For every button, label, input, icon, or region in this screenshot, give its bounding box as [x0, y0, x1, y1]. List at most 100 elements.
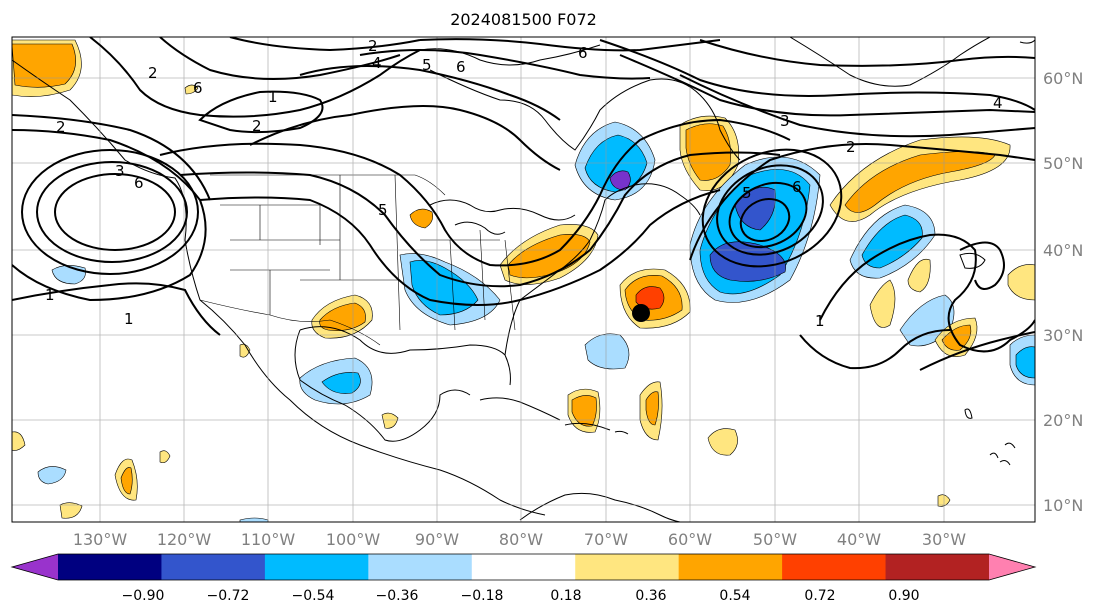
colorbar-extend-low: [12, 554, 58, 580]
contour-label: 6: [456, 58, 466, 76]
contour-line: [679, 74, 1035, 138]
contour-lines: [12, 37, 1035, 371]
lon-label: 60°W: [668, 530, 712, 549]
contour-label: 4: [993, 94, 1003, 112]
contour-line: [359, 49, 651, 80]
contour-line: [699, 39, 1035, 67]
contour-label: 3: [780, 112, 790, 130]
anomaly-patch: [409, 208, 433, 229]
contour-line: [419, 38, 721, 52]
map-frame: [11, 36, 1036, 523]
lat-label: 10°N: [1043, 496, 1083, 515]
colorbar-tick-label: 0.18: [550, 588, 581, 604]
anomaly-patch: [869, 279, 896, 328]
lon-label: 90°W: [415, 530, 459, 549]
lon-label: 100°W: [326, 530, 381, 549]
anomaly-patch: [941, 324, 972, 351]
colorbar-tick-label: −0.72: [207, 588, 250, 604]
longitude-labels: 130°W 120°W 110°W 100°W 90°W 80°W 70°W 6…: [73, 530, 966, 549]
contour-line: [12, 114, 211, 201]
contour-label: 5: [742, 184, 752, 202]
graticule: [12, 37, 1035, 522]
contour-line: [299, 65, 561, 121]
contour-line: [701, 148, 843, 268]
colorbar-segment: [368, 554, 473, 580]
lat-label: 20°N: [1043, 411, 1083, 430]
colorbar-tick-label: 0.90: [888, 588, 919, 604]
contour-line: [198, 90, 324, 134]
lon-label: 40°W: [837, 530, 881, 549]
political-borders: [199, 174, 516, 346]
contour-line: [12, 282, 221, 336]
colorbar-tick-label: −0.18: [461, 588, 504, 604]
contour-line: [819, 233, 1035, 353]
contour-label: 5: [422, 56, 432, 74]
colorbar-tick-label: −0.54: [292, 588, 335, 604]
contour-line: [739, 198, 791, 242]
anomaly-patch: [1007, 264, 1035, 301]
anomaly-patch: [707, 428, 738, 456]
contour-line: [799, 329, 951, 370]
anomaly-patch: [159, 450, 171, 464]
anomaly-patch: [12, 431, 26, 451]
colorbar-segment: [782, 554, 887, 580]
contour-label: 6: [134, 174, 144, 192]
lon-label: 30°W: [922, 530, 966, 549]
coastlines: [12, 37, 1035, 522]
contour-labels: 2 4 5 6 6 6 1 2 2 3 5 6 6 5 1 1 1 2 3 4 …: [45, 37, 1003, 330]
contour-line: [249, 105, 561, 171]
contour-line: [159, 37, 401, 80]
contour-line: [728, 181, 808, 249]
contour-line: [89, 37, 421, 118]
anomaly-patch: [319, 302, 366, 331]
colorbar-segment: [264, 554, 369, 580]
anomaly-patch: [239, 343, 251, 358]
anomaly-patch: [381, 412, 399, 429]
contour-line: [229, 37, 421, 52]
map-title: 2024081500 F072: [450, 10, 597, 29]
lat-label: 60°N: [1043, 69, 1083, 88]
lat-label: 30°N: [1043, 326, 1083, 345]
colorbar-segment: [161, 554, 266, 580]
anomaly-patch: [409, 260, 479, 316]
contour-label: 2: [56, 118, 66, 136]
lon-label: 130°W: [73, 530, 128, 549]
contour-label: 1: [124, 310, 134, 328]
storm-center-marker: [632, 304, 650, 322]
contour-label: 1: [45, 286, 55, 304]
anomaly-patch: [685, 123, 731, 181]
contour-label: 2: [368, 37, 378, 55]
lat-label: 40°N: [1043, 241, 1083, 260]
contour-label: 6: [578, 44, 588, 62]
contour-line: [179, 151, 781, 288]
anomaly-patch: [907, 258, 931, 293]
contour-line: [689, 143, 1035, 261]
anomaly-patch: [321, 372, 361, 394]
contour-label: 1: [268, 88, 278, 106]
contour-line: [36, 161, 188, 263]
anomaly-patch: [120, 467, 133, 495]
lon-label: 110°W: [241, 530, 296, 549]
colorbar-tick-label: 0.54: [719, 588, 750, 604]
colorbar-ticks: −0.90 −0.72 −0.54 −0.36 −0.18 0.18 0.36 …: [122, 588, 920, 604]
contour-label: 2: [846, 138, 856, 156]
lat-label: 50°N: [1043, 154, 1083, 173]
colorbar-segment: [471, 554, 576, 580]
anomaly-patch: [571, 395, 597, 427]
contour-label: 6: [193, 79, 203, 97]
anomaly-patch: [1015, 346, 1035, 379]
contour-label: 6: [792, 178, 802, 196]
contour-label: 2: [252, 117, 262, 135]
contour-label: 1: [815, 312, 825, 330]
contour-line: [12, 129, 207, 302]
lon-label: 50°W: [753, 530, 797, 549]
colorbar-segment: [885, 554, 990, 580]
anomaly-patch: [645, 391, 659, 426]
contour-line: [619, 54, 1035, 117]
contour-line: [21, 149, 199, 275]
contour-line: [919, 331, 1035, 371]
colorbar-extend-high: [989, 554, 1035, 580]
anomaly-patch: [12, 43, 77, 88]
anomaly-patch: [37, 466, 67, 485]
map-area: [12, 37, 1035, 522]
